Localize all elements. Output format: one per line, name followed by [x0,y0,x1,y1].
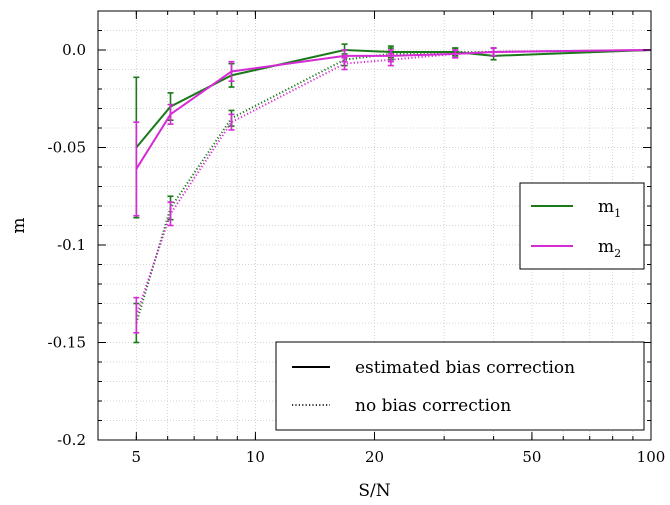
legend-box [519,182,645,270]
y-tick-label: -0.1 [57,236,86,254]
x-tick-label: 20 [365,448,384,466]
legend-subscript: 2 [614,247,621,260]
series-line [135,49,652,170]
x-tick-label: 100 [637,448,666,466]
legend-label: estimated bias correction [355,358,575,378]
series-line [135,48,652,149]
ticks: 0.0 -0.05 -0.1 -0.15 -0.2 5 10 20 50 100 [48,10,666,466]
y-tick-label: -0.15 [48,334,86,352]
series-m2-solid [133,47,652,217]
legend-style: estimated bias correction no bias correct… [275,341,645,431]
series-layer [133,43,652,344]
legend-label: no bias correction [355,396,511,416]
legend-box [275,341,645,431]
x-tick-label: 5 [132,448,142,466]
series-line [135,49,652,316]
x-tick-label: 50 [522,448,541,466]
x-tick-label: 10 [246,448,265,466]
y-axis-label: m [9,217,29,233]
y-tick-label: -0.2 [57,431,86,449]
y-tick-label: 0.0 [62,41,86,59]
legend-subscript: 1 [614,207,621,220]
x-axis-label: S/N [358,481,390,501]
y-tick-label: -0.05 [48,139,86,157]
series-m2-dotted [133,47,652,334]
